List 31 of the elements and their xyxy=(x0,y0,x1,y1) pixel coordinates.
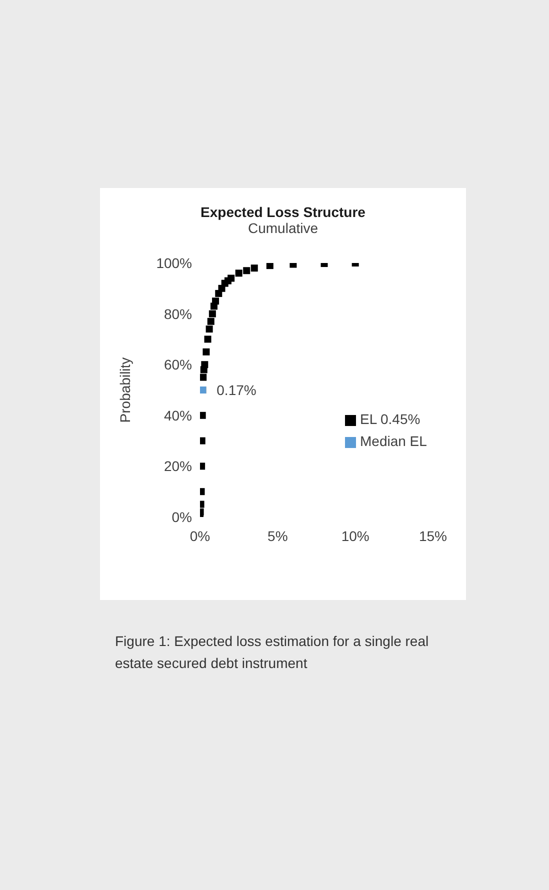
x-tick-label: 10% xyxy=(341,528,370,544)
point xyxy=(200,412,206,419)
y-tick-label: 0% xyxy=(172,508,192,525)
point xyxy=(206,326,213,333)
x-tick-label: 5% xyxy=(268,528,288,544)
point xyxy=(201,361,208,368)
y-tick-label: 60% xyxy=(164,356,192,373)
point xyxy=(235,270,242,277)
annotation: 0.17% xyxy=(216,382,256,398)
point xyxy=(243,267,250,274)
y-tick-label: 100% xyxy=(156,254,192,271)
point xyxy=(228,274,235,282)
chart-subtitle: Cumulative xyxy=(246,220,320,236)
point xyxy=(207,318,214,325)
point xyxy=(212,298,220,305)
caption: Figure 1: Expected loss estimation for a single real estate secured debt instrument xyxy=(115,632,430,673)
y-axis-title: Probability xyxy=(116,357,133,423)
point xyxy=(266,263,274,270)
x-tick-label: 0% xyxy=(190,528,210,544)
point xyxy=(208,310,216,318)
point xyxy=(200,374,207,381)
chart-title: Expected Loss Structure xyxy=(200,204,366,220)
point xyxy=(204,336,212,343)
y-tick-label: 80% xyxy=(164,306,192,322)
y-tick-label: 40% xyxy=(164,407,192,424)
legend-label: EL 0.45% xyxy=(360,411,420,427)
point xyxy=(202,348,210,356)
x-tick-label: 15% xyxy=(418,528,448,544)
point xyxy=(250,264,258,272)
legend-label: Median EL xyxy=(360,433,427,449)
y-tick-label: 20% xyxy=(164,458,192,474)
